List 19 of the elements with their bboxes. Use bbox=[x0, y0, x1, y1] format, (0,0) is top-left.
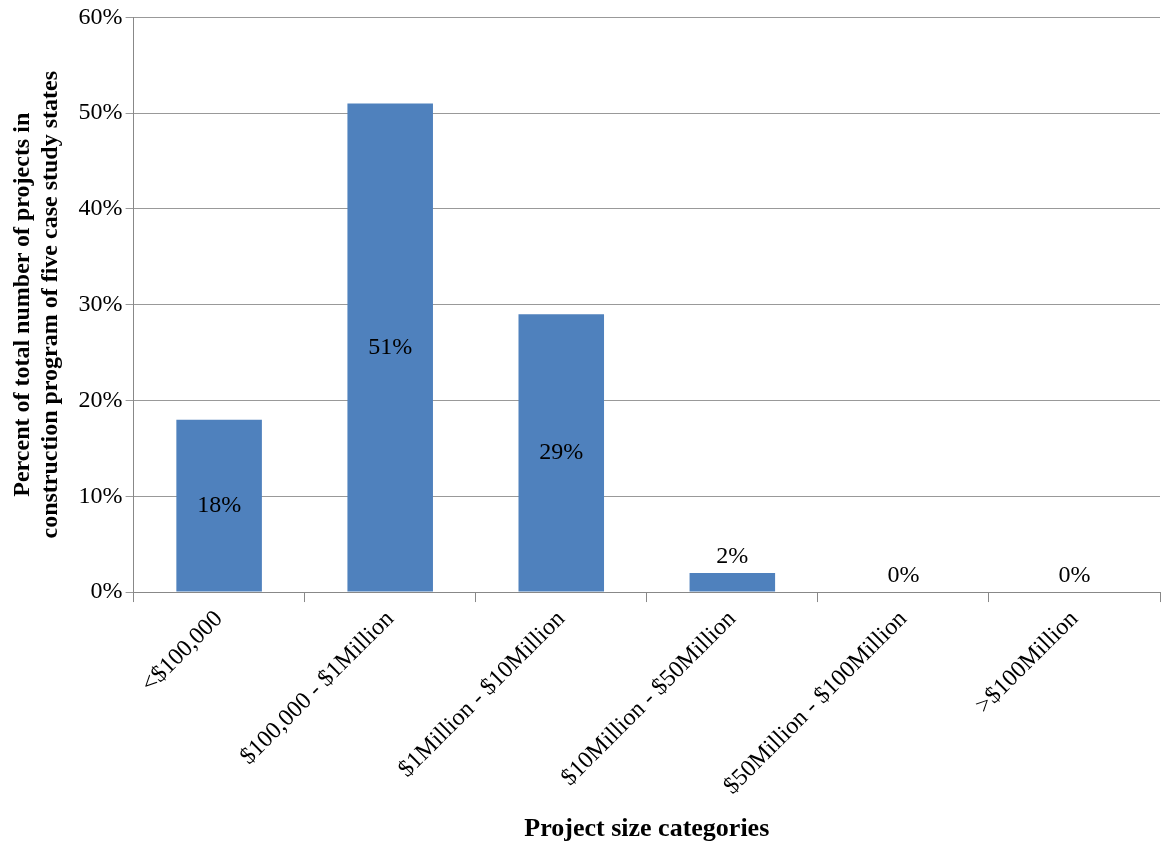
data-label: 18% bbox=[197, 490, 242, 517]
data-label: 2% bbox=[716, 542, 749, 569]
data-label: 0% bbox=[1058, 561, 1091, 588]
y-tick-label: 20% bbox=[78, 385, 123, 412]
data-label: 51% bbox=[368, 332, 413, 359]
y-tick-label: 60% bbox=[78, 2, 123, 29]
y-tick-label: 10% bbox=[78, 481, 123, 508]
y-tick-label: 0% bbox=[90, 577, 123, 604]
bar bbox=[176, 419, 262, 592]
y-axis-title: Percent of total number of projects in construction program of five case study states bbox=[7, 70, 63, 539]
bar bbox=[518, 314, 605, 592]
y-tick-label: 30% bbox=[78, 290, 123, 317]
bar bbox=[347, 103, 433, 592]
y-tick-label: 40% bbox=[78, 194, 123, 221]
bar bbox=[689, 572, 776, 592]
x-axis-title: Project size categories bbox=[524, 813, 770, 843]
data-label: 29% bbox=[539, 438, 584, 465]
y-tick-label: 50% bbox=[78, 98, 123, 125]
data-label: 0% bbox=[887, 561, 920, 588]
